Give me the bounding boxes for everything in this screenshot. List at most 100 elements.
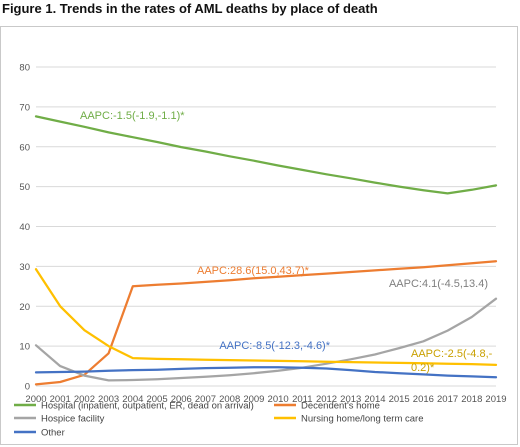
data-point-s3-2009 <box>253 359 255 361</box>
data-point-s2-2016 <box>422 340 424 342</box>
y-tick-label-20: 20 <box>19 302 30 313</box>
data-point-s1-2006 <box>180 282 182 284</box>
data-point-s0-2006 <box>180 146 182 148</box>
data-point-s1-2019 <box>495 260 497 262</box>
data-point-s4-2000 <box>35 371 37 373</box>
y-tick-label-30: 30 <box>19 262 30 273</box>
data-point-s2-2013 <box>350 358 352 360</box>
data-point-s4-2014 <box>374 371 376 373</box>
data-point-s0-2002 <box>83 126 85 128</box>
data-point-s4-2011 <box>301 367 303 369</box>
data-point-s4-2005 <box>156 369 158 371</box>
x-tick-label-2015: 2015 <box>389 394 410 405</box>
aapc-annotation-4: AAPC:-8.5(-12.3,-4.6)* <box>219 340 330 352</box>
y-tick-label-60: 60 <box>19 142 30 153</box>
data-point-s2-2012 <box>325 363 327 365</box>
legend-label-1: Hospital (inpatient, outpatient, ER, dea… <box>41 401 254 412</box>
x-tick-label-2010: 2010 <box>268 394 289 405</box>
data-point-s2-2018 <box>471 316 473 318</box>
data-point-s1-2014 <box>374 269 376 271</box>
x-tick-label-2001: 2001 <box>50 394 71 405</box>
data-point-s1-2013 <box>350 271 352 273</box>
data-point-s3-2014 <box>374 361 376 363</box>
data-point-s0-2019 <box>495 184 497 186</box>
data-point-s2-2006 <box>180 377 182 379</box>
y-tick-label-80: 80 <box>19 63 30 74</box>
x-tick-label-2013: 2013 <box>340 394 361 405</box>
x-tick-label-2004: 2004 <box>122 394 143 405</box>
legend-label-4: Nursing home/long term care <box>301 414 424 425</box>
y-tick-label-0: 0 <box>25 382 30 393</box>
x-tick-label-2009: 2009 <box>243 394 264 405</box>
x-tick-label-2007: 2007 <box>195 394 216 405</box>
data-point-s0-2012 <box>325 173 327 175</box>
data-point-s1-2005 <box>156 284 158 286</box>
data-point-s3-2007 <box>204 359 206 361</box>
series-line-nursing-home-long-term-c <box>34 268 498 367</box>
data-point-s2-2009 <box>253 372 255 374</box>
x-tick-label-2014: 2014 <box>364 394 385 405</box>
data-point-s4-2019 <box>495 376 497 378</box>
data-point-s3-2003 <box>108 345 110 347</box>
data-point-s0-2013 <box>350 177 352 179</box>
data-point-s3-2012 <box>325 361 327 363</box>
x-tick-label-2019: 2019 <box>485 394 506 405</box>
legend-label-3: Hospice facility <box>41 414 105 425</box>
data-point-s3-2002 <box>83 329 85 331</box>
data-point-s0-2018 <box>471 189 473 191</box>
x-tick-label-2002: 2002 <box>74 394 95 405</box>
aapc-annotation-6: 0.2)* <box>411 362 435 374</box>
data-point-s3-2018 <box>471 363 473 365</box>
x-tick-label-2008: 2008 <box>219 394 240 405</box>
data-point-s3-2013 <box>350 361 352 363</box>
data-point-s3-2015 <box>398 362 400 364</box>
data-point-s1-2017 <box>446 264 448 266</box>
data-point-s3-2000 <box>35 268 37 270</box>
legend-label-2: Decendent's home <box>301 401 380 412</box>
series-line-hospital-inpatient-outpa <box>34 115 498 195</box>
data-point-s1-2018 <box>471 262 473 264</box>
data-point-s3-2019 <box>495 364 497 366</box>
x-tick-label-2005: 2005 <box>146 394 167 405</box>
data-point-s1-2001 <box>59 381 61 383</box>
data-point-s3-2010 <box>277 360 279 362</box>
data-point-s1-2003 <box>108 352 110 354</box>
x-tick-label-2011: 2011 <box>292 394 312 405</box>
data-point-s4-2004 <box>132 369 134 371</box>
data-point-s2-2014 <box>374 353 376 355</box>
data-point-s4-2002 <box>83 371 85 373</box>
data-point-s3-2017 <box>446 363 448 365</box>
data-point-s4-2012 <box>325 367 327 369</box>
data-point-s1-2009 <box>253 277 255 279</box>
data-point-s0-2017 <box>446 192 448 194</box>
data-point-s0-2011 <box>301 169 303 171</box>
data-point-s1-2008 <box>229 279 231 281</box>
y-tick-label-40: 40 <box>19 222 30 233</box>
data-point-s2-2001 <box>59 365 61 367</box>
data-point-s4-2009 <box>253 366 255 368</box>
data-point-s4-2017 <box>446 375 448 377</box>
data-point-s0-2008 <box>229 155 231 157</box>
x-tick-label-2017: 2017 <box>437 394 458 405</box>
data-point-s3-2011 <box>301 360 303 362</box>
y-tick-label-50: 50 <box>19 182 30 193</box>
data-point-s3-2008 <box>229 359 231 361</box>
x-tick-label-2006: 2006 <box>171 394 192 405</box>
series-line-other <box>34 366 498 379</box>
data-point-s4-2003 <box>108 370 110 372</box>
x-tick-label-2000: 2000 <box>25 394 46 405</box>
legend-label-5: Other <box>41 428 65 439</box>
data-point-s0-2015 <box>398 186 400 188</box>
data-point-s2-2004 <box>132 379 134 381</box>
data-point-s4-2001 <box>59 371 61 373</box>
series-line-decendent-s-home <box>34 260 498 386</box>
figure-title: Figure 1. Trends in the rates of AML dea… <box>2 1 378 16</box>
data-point-s4-2008 <box>229 367 231 369</box>
data-point-s0-2000 <box>35 115 37 117</box>
data-point-s4-2010 <box>277 366 279 368</box>
data-point-s0-2007 <box>204 150 206 152</box>
aapc-annotation-1: AAPC:-1.5(-1.9,-1.1)* <box>80 110 185 122</box>
data-point-s0-2005 <box>156 141 158 143</box>
data-point-s1-2007 <box>204 281 206 283</box>
